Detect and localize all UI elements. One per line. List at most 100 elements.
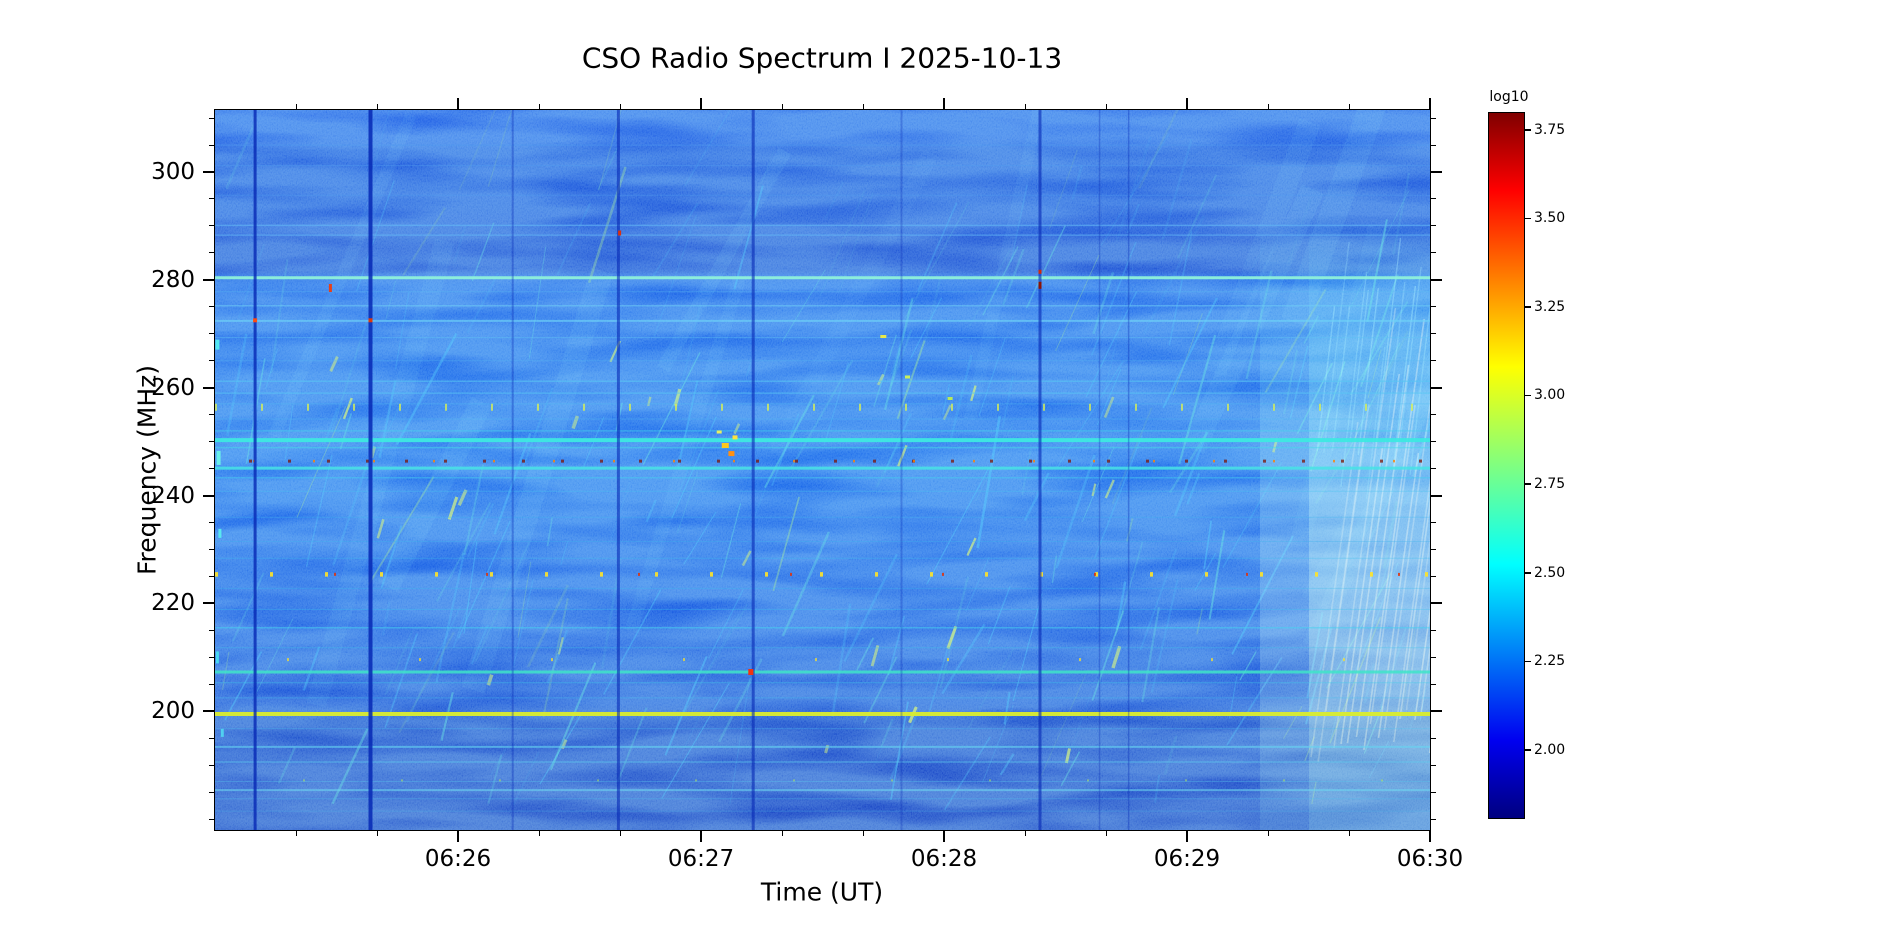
colorbar-tick-label: 2.25 (1534, 653, 1566, 670)
tick-mark (1105, 831, 1107, 836)
tick-mark (209, 791, 214, 793)
tick-mark (943, 98, 945, 109)
tick-mark (619, 831, 621, 836)
gap-columns (253, 110, 1130, 830)
tick-mark (1431, 737, 1436, 739)
colorbar-tick-label: 3.75 (1534, 121, 1566, 138)
x-tick-label: 06:26 (424, 846, 492, 872)
x-axis-label: Time (UT) (760, 877, 884, 907)
tick-mark (203, 710, 214, 713)
tick-mark (1431, 278, 1442, 281)
tick-mark (1431, 710, 1442, 713)
colorbar-tick-mark (1525, 394, 1531, 397)
y-tick-label: 260 (151, 374, 195, 401)
colorbar-title: log10 (1489, 89, 1529, 105)
tick-mark (1431, 818, 1436, 820)
spectrogram-plot (214, 109, 1431, 831)
tick-mark (209, 576, 214, 578)
tick-mark (1431, 764, 1436, 766)
tick-mark (1431, 683, 1436, 685)
tick-mark (209, 306, 214, 308)
tick-mark (209, 414, 214, 416)
tick-mark (209, 360, 214, 362)
tick-mark (203, 386, 214, 389)
tick-mark (457, 98, 459, 109)
tick-mark (209, 441, 214, 443)
tick-mark (1105, 104, 1107, 109)
tick-mark (538, 104, 540, 109)
tick-mark (209, 252, 214, 254)
tick-mark (295, 104, 297, 109)
tick-mark (1431, 441, 1436, 443)
tick-mark (203, 278, 214, 281)
colorbar-tick-mark (1525, 306, 1531, 308)
tick-mark (209, 737, 214, 739)
tick-mark (1431, 333, 1436, 335)
tick-mark (862, 831, 864, 836)
colorbar-tick-label: 3.50 (1534, 210, 1566, 227)
y-tick-label: 220 (151, 590, 195, 617)
y-tick-label: 240 (151, 482, 195, 509)
tick-mark (209, 683, 214, 685)
tick-mark (203, 171, 214, 174)
tick-mark (209, 117, 214, 119)
colorbar-tick-mark (1525, 217, 1531, 220)
y-tick-label: 200 (151, 698, 195, 725)
x-tick-label: 06:29 (1153, 846, 1221, 872)
tick-mark (1431, 414, 1436, 416)
tick-mark (1024, 831, 1026, 836)
tick-mark (781, 104, 783, 109)
tick-mark (295, 831, 297, 836)
x-tick-label: 06:30 (1396, 846, 1464, 872)
tick-mark (1431, 252, 1436, 254)
tick-mark (209, 522, 214, 524)
dotted-rfi-rows (215, 403, 1430, 782)
tick-mark (1429, 98, 1431, 109)
tick-mark (1431, 468, 1436, 470)
tick-mark (457, 831, 459, 842)
colorbar-tick-label: 3.00 (1534, 387, 1566, 404)
tick-mark (203, 602, 214, 605)
tick-mark (1024, 104, 1026, 109)
tick-mark (209, 818, 214, 820)
tick-mark (619, 104, 621, 109)
tick-mark (1431, 656, 1436, 658)
tick-mark (209, 198, 214, 200)
tick-mark (1348, 104, 1350, 109)
tick-mark (1348, 831, 1350, 836)
y-tick-label: 300 (151, 159, 195, 186)
colorbar-tick-mark (1525, 749, 1531, 751)
tick-mark (1431, 225, 1436, 227)
colorbar-tick-mark (1525, 660, 1531, 663)
tick-mark (1431, 306, 1436, 308)
chart-title: CSO Radio Spectrum I 2025-10-13 (581, 41, 1063, 75)
tick-mark (1267, 104, 1269, 109)
colorbar-tick-label: 3.25 (1534, 298, 1566, 315)
tick-mark (203, 494, 214, 497)
tick-mark (538, 831, 540, 836)
tick-mark (376, 831, 378, 836)
colorbar-tick-mark (1525, 129, 1531, 131)
tick-mark (1431, 117, 1436, 119)
tick-mark (1186, 831, 1188, 842)
x-tick-label: 06:27 (667, 846, 735, 872)
tick-mark (209, 656, 214, 658)
tick-mark (1431, 494, 1442, 497)
colorbar (1488, 112, 1525, 819)
tick-mark (862, 104, 864, 109)
x-tick-label: 06:28 (910, 846, 978, 872)
tick-mark (1431, 171, 1442, 174)
tick-mark (1431, 386, 1442, 389)
tick-mark (1431, 791, 1436, 793)
colorbar-tick-mark (1525, 483, 1531, 485)
tick-mark (209, 144, 214, 146)
tick-mark (1431, 360, 1436, 362)
tick-mark (1431, 144, 1436, 146)
tick-mark (209, 629, 214, 631)
tick-mark (1431, 576, 1436, 578)
tick-mark (1431, 602, 1442, 605)
bright-right-region (1260, 110, 1430, 830)
tick-mark (1431, 522, 1436, 524)
tick-mark (1186, 98, 1188, 109)
